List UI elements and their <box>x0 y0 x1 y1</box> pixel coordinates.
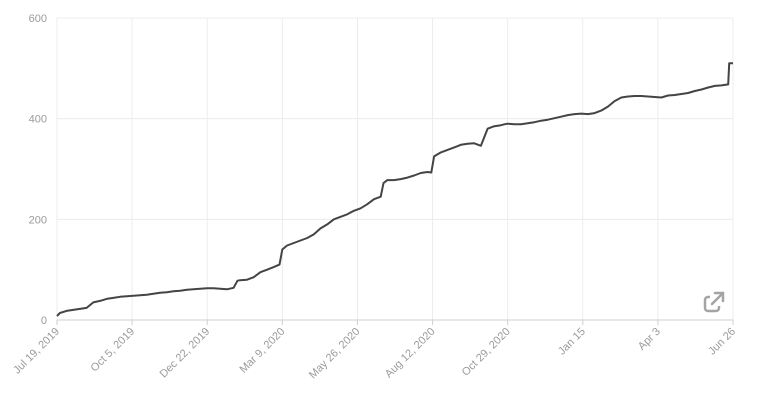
y-tick-label: 200 <box>29 214 47 226</box>
series-line <box>56 62 733 317</box>
expand-icon[interactable] <box>703 291 725 313</box>
y-tick-label: 400 <box>29 114 47 126</box>
x-tick-label: Aug 12, 2020 <box>383 326 438 381</box>
x-tick-label: Oct 5, 2019 <box>89 326 138 375</box>
x-tick-label: May 26, 2020 <box>307 326 363 382</box>
chart-grid <box>56 17 734 320</box>
y-tick-label: 0 <box>41 315 47 327</box>
x-tick-label: Jul 19, 2019 <box>11 326 62 377</box>
x-tick-label: Dec 22, 2019 <box>158 326 213 381</box>
x-tick-label: Jun 26 <box>706 326 738 358</box>
x-tick-label: Mar 9, 2020 <box>237 326 287 376</box>
plot-area <box>56 62 733 317</box>
x-tick-label: Jan 15 <box>556 326 588 358</box>
x-tick-label: Oct 29, 2020 <box>460 326 513 379</box>
chart-axes <box>56 319 734 325</box>
x-axis-ticks: Jul 19, 2019 Oct 5, 2019 Dec 22, 2019 Mar 9… <box>11 326 738 382</box>
y-tick-label: 600 <box>29 13 47 25</box>
x-tick-label: Apr 3 <box>636 326 663 353</box>
y-axis-ticks: 0 200 400 600 <box>29 13 47 327</box>
